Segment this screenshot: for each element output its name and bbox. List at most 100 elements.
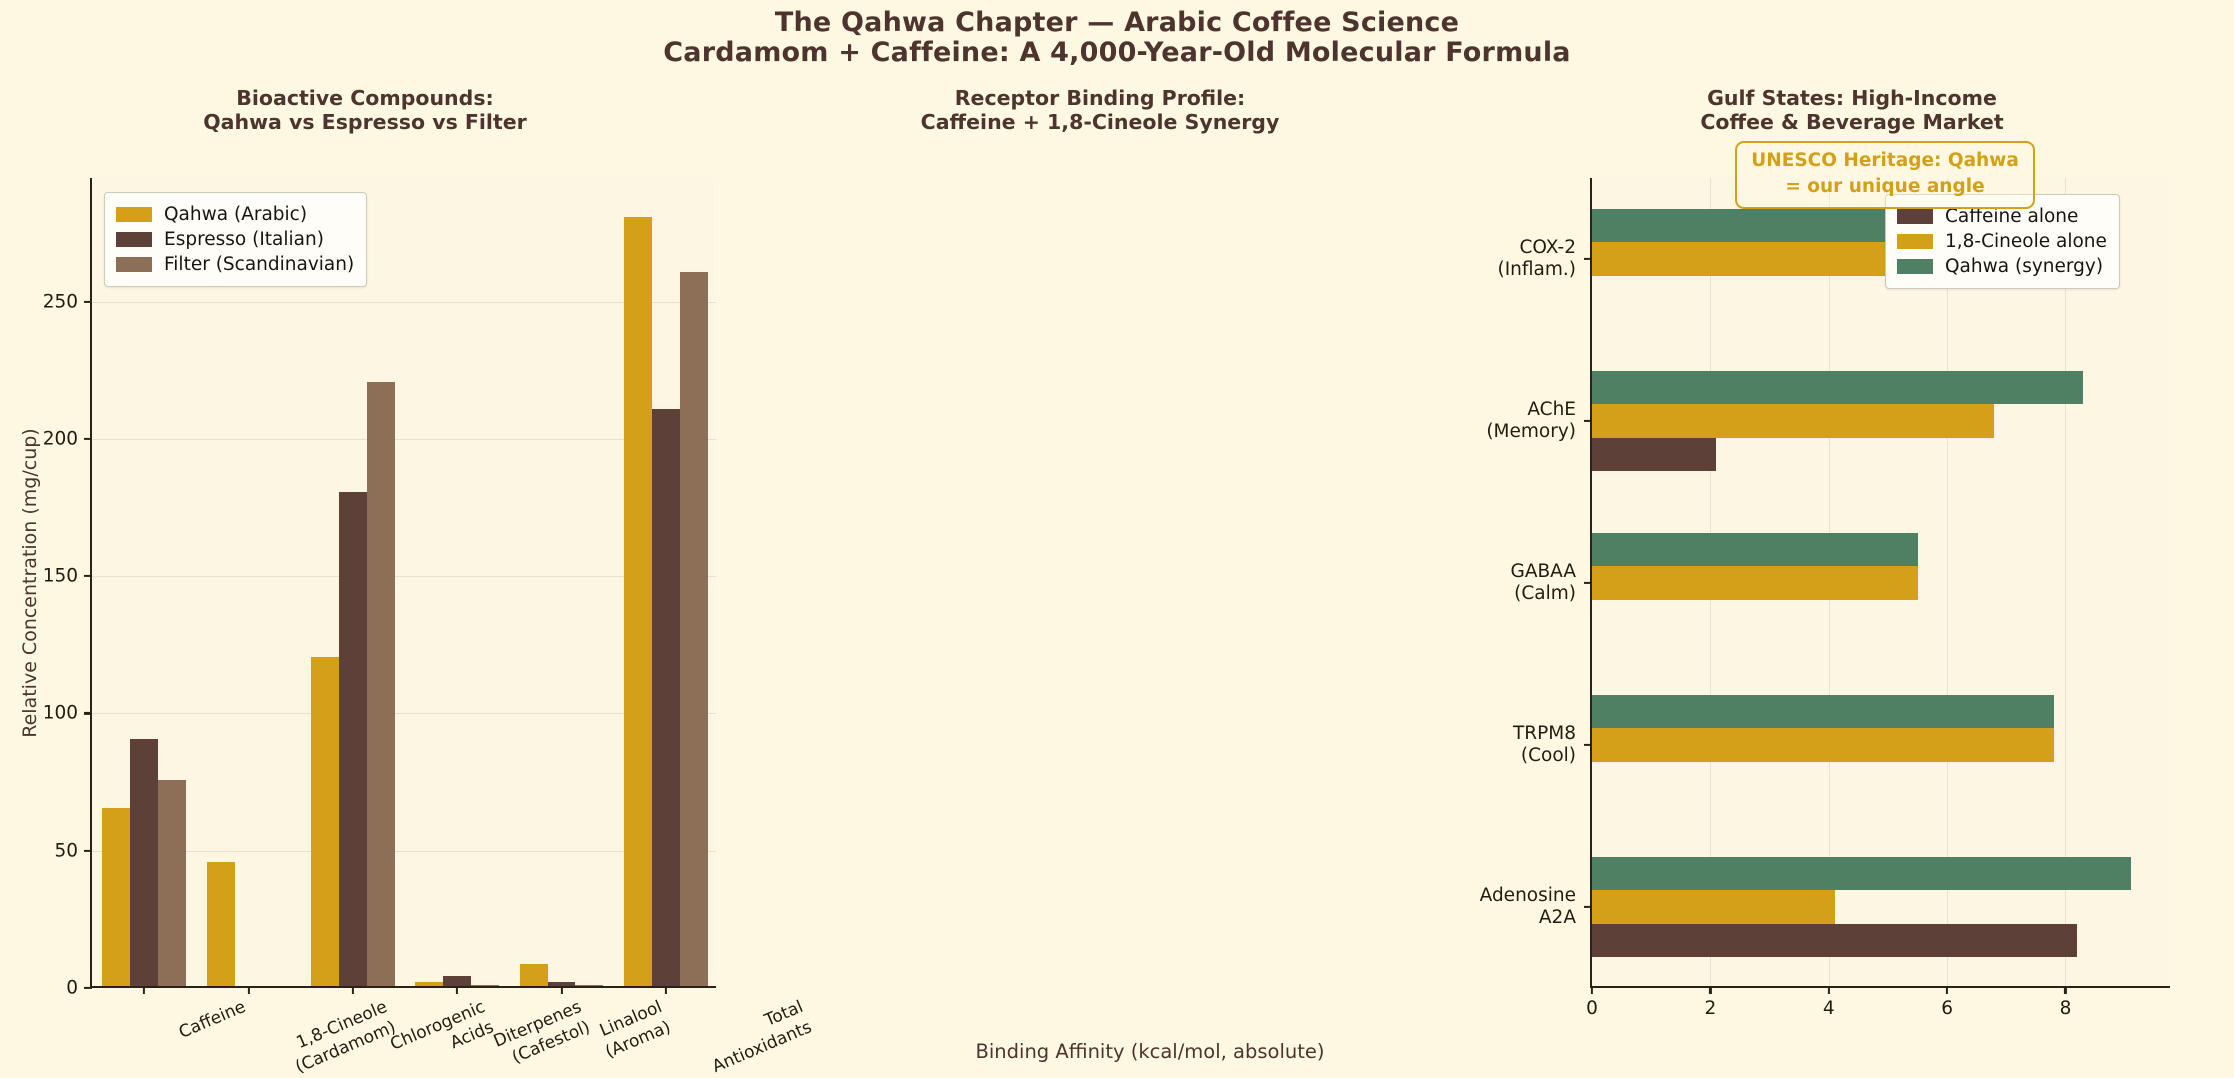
panel-1-title-line-1: Bioactive Compounds:	[236, 86, 494, 110]
y-tick-label: 50	[54, 840, 78, 862]
bar	[1592, 694, 2054, 729]
legend-label-qahwa-synergy: Qahwa (synergy)	[1945, 256, 2104, 277]
y-tick-mark	[84, 849, 92, 852]
panel-1-title: Bioactive Compounds: Qahwa vs Espresso v…	[0, 86, 730, 134]
x-tick-label: 6	[1941, 998, 1953, 1019]
panel-2-title-line-2: Caffeine + 1,8-Cineole Synergy	[920, 110, 1280, 134]
x-tick-mark	[664, 986, 667, 994]
bar	[519, 964, 548, 986]
panel-3-title-line-2: Coffee & Beverage Market	[1700, 110, 2004, 134]
y-tick-label: 200	[42, 428, 78, 450]
panel-3-title: Gulf States: High-Income Coffee & Bevera…	[1470, 86, 2234, 134]
bar	[1592, 890, 1835, 924]
legend-label-cineole-alone: 1,8-Cineole alone	[1945, 231, 2107, 252]
y-tick-mark	[1584, 581, 1592, 585]
y-tick-label: Adenosine A2A	[1479, 885, 1576, 928]
panel-gulf-market: Gulf States: High-Income Coffee & Bevera…	[1470, 0, 2234, 1067]
legend-label-caffeine-alone: Caffeine alone	[1945, 206, 2079, 227]
x-tick-label: 2	[1704, 998, 1717, 1019]
x-tick-mark	[2064, 986, 2067, 994]
x-tick-label: 8	[2059, 998, 2072, 1019]
legend-item: Caffeine alone	[1897, 204, 2107, 229]
legend-swatch-espresso	[116, 232, 152, 247]
panel-1-title-line-2: Qahwa vs Espresso vs Filter	[203, 110, 527, 134]
y-tick-label: 250	[42, 291, 78, 313]
suptitle-line-2: Cardamom + Caffeine: A 4,000-Year-Old Mo…	[663, 37, 1571, 68]
suptitle-line-1: The Qahwa Chapter — Arabic Coffee Scienc…	[774, 7, 1460, 38]
x-tick-mark	[143, 986, 146, 994]
y-tick-label: COX-2 (Inflam.)	[1497, 237, 1576, 280]
legend-item: Filter (Scandinavian)	[116, 252, 354, 277]
bar	[102, 807, 131, 986]
legend-item: Espresso (Italian)	[116, 227, 354, 252]
y-tick-label: 100	[42, 702, 78, 724]
bar	[1592, 242, 1900, 276]
bar	[1592, 404, 1995, 438]
gridline	[92, 301, 716, 303]
bar	[679, 272, 708, 986]
bar	[1592, 856, 2131, 891]
bar	[1592, 437, 1717, 472]
bar	[130, 738, 159, 986]
bar	[1592, 923, 2078, 958]
legend-item: Qahwa (Arabic)	[116, 202, 354, 227]
panel-2-plot-area: 0 2 4 6 8 Adenosine A2A TRPM8 (Cool) GABAA (Cal…	[1480, 178, 2170, 1019]
bar	[338, 491, 367, 986]
legend-swatch-qahwa	[116, 207, 152, 222]
gridline	[1947, 178, 1949, 986]
gridline	[2065, 178, 2067, 986]
bar	[206, 862, 235, 986]
x-tick-mark	[1709, 986, 1712, 994]
bar	[651, 409, 680, 986]
legend-swatch-filter	[116, 257, 152, 272]
legend-swatch-cineole-alone	[1897, 234, 1933, 249]
bar	[415, 981, 444, 986]
x-tick-label: Caffeine	[176, 996, 249, 1043]
y-tick-mark	[1584, 743, 1592, 747]
x-tick-label: 0	[1586, 998, 1598, 1019]
bar	[1592, 532, 1918, 567]
x-tick-mark	[560, 986, 563, 994]
y-tick-label: TRPM8 (Cool)	[1512, 723, 1576, 766]
x-tick-mark	[1946, 986, 1949, 994]
y-tick-mark	[84, 575, 92, 578]
bar	[158, 780, 186, 986]
y-tick-label: 150	[42, 565, 78, 587]
gridline	[92, 850, 716, 852]
y-tick-mark	[84, 712, 92, 715]
bar	[1592, 728, 2054, 762]
x-tick-mark	[1590, 986, 1594, 994]
panel-2-x-axis-label: Binding Affinity (kcal/mol, absolute)	[975, 1040, 1325, 1063]
x-tick-label: 1,8-Cineole (Cardamom)	[291, 996, 399, 1078]
bar	[1592, 370, 2084, 405]
y-tick-label: GABAA (Calm)	[1510, 561, 1576, 604]
panel-bioactive-compounds: Bioactive Compounds: Qahwa vs Espresso v…	[0, 0, 815, 1077]
bar	[471, 984, 499, 986]
y-tick-mark	[1584, 419, 1592, 423]
unesco-annotation-box: UNESCO Heritage: Qahwa = our unique angl…	[1735, 141, 2035, 209]
panel-receptor-binding: Receptor Binding Profile: Caffeine + 1,8…	[730, 0, 2170, 1067]
x-tick-label: Linalool (Aroma)	[596, 996, 674, 1063]
y-tick-label: AChE (Memory)	[1486, 399, 1576, 442]
panel-1-y-axis-label: Relative Concentration (mg/cup)	[19, 428, 41, 738]
y-tick-mark	[84, 300, 92, 303]
panel-2-title-line-1: Receptor Binding Profile:	[954, 86, 1246, 110]
legend-label-filter: Filter (Scandinavian)	[164, 254, 355, 275]
bar	[311, 656, 339, 986]
gridline	[92, 576, 716, 578]
legend-item: 1,8-Cineole alone	[1897, 229, 2107, 254]
y-tick-mark	[1584, 905, 1592, 909]
bar	[1592, 566, 1918, 600]
bar	[1592, 208, 1900, 243]
bar	[443, 975, 472, 986]
x-tick-label: 4	[1822, 998, 1835, 1019]
panel-2-title: Receptor Binding Profile: Caffeine + 1,8…	[730, 86, 1470, 134]
y-tick-mark	[1584, 257, 1592, 261]
x-tick-label: Diterpenes (Cafestol)	[490, 996, 594, 1068]
legend-label-qahwa: Qahwa (Arabic)	[164, 204, 308, 225]
x-tick-mark	[456, 986, 459, 994]
panel-2-legend: Caffeine alone 1,8-Cineole alone Qahwa (…	[1885, 194, 2120, 289]
x-tick-label: Chlorogenic Acids	[387, 996, 497, 1055]
gridline	[92, 438, 716, 440]
